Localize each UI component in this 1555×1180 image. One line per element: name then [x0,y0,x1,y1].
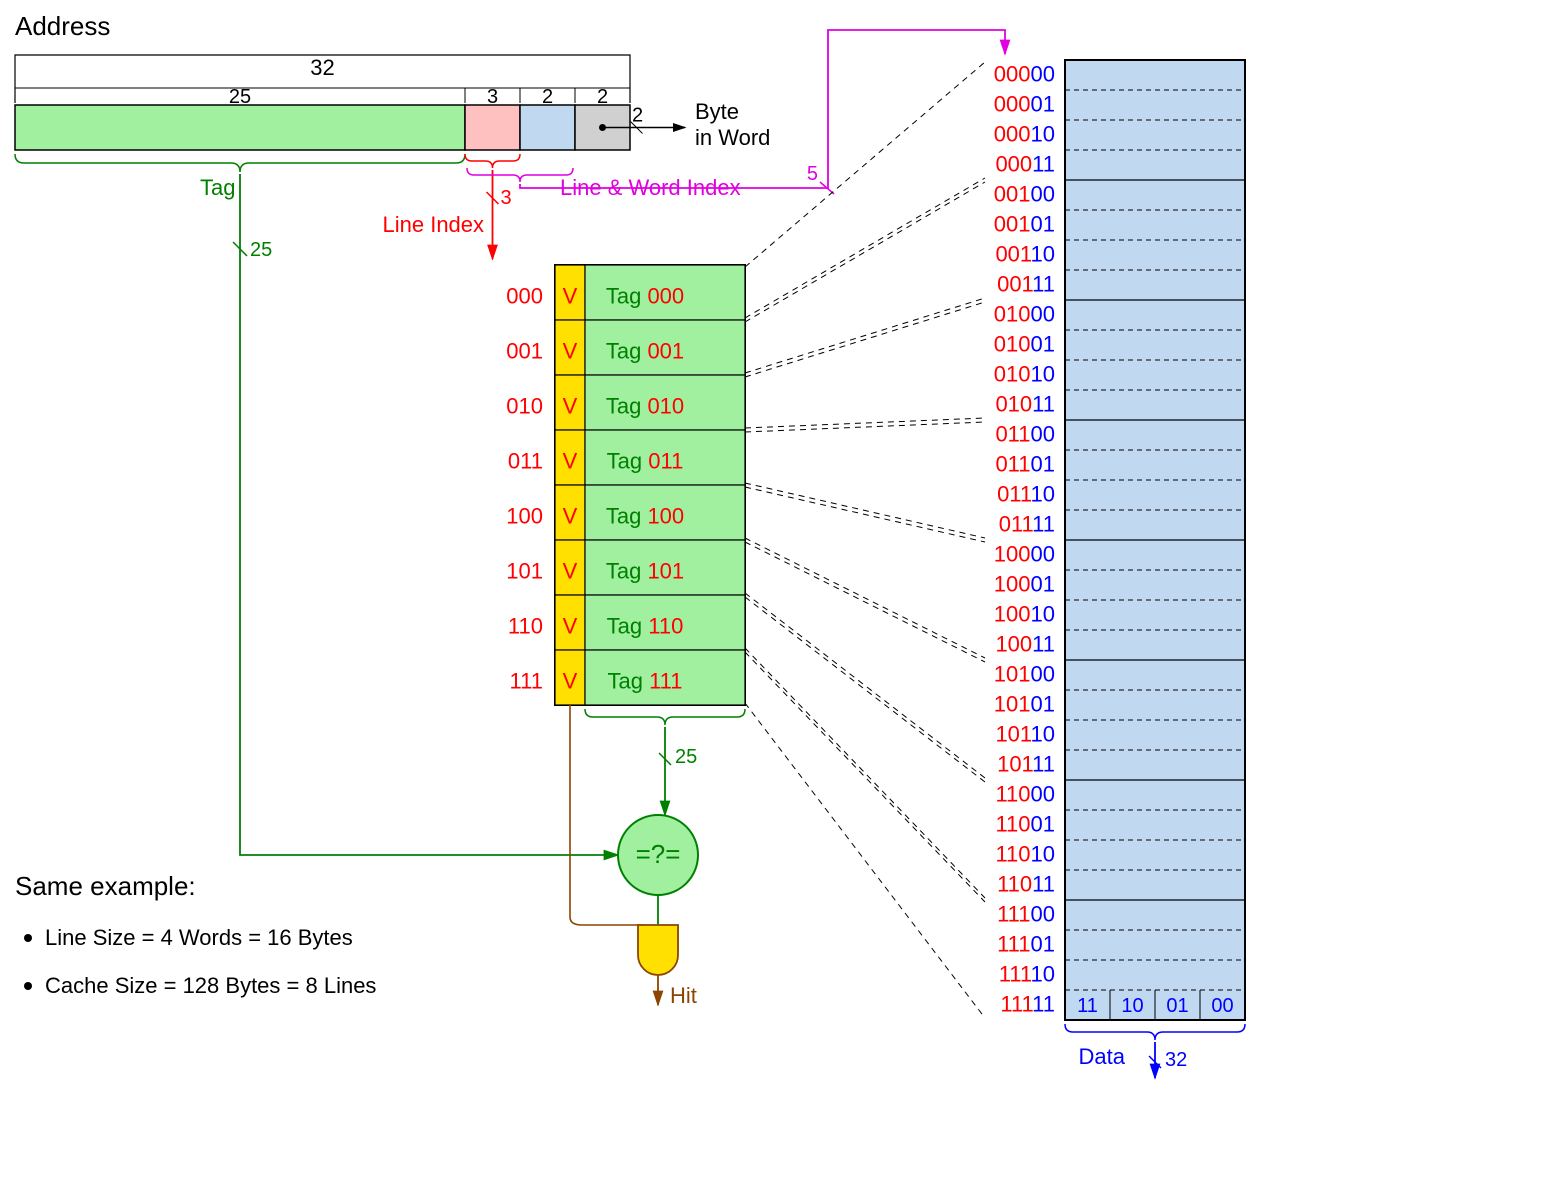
svg-text:10001: 10001 [994,572,1055,597]
svg-text:2: 2 [542,86,553,108]
svg-text:01101: 01101 [995,452,1055,477]
svg-text:10010: 10010 [994,602,1055,627]
svg-text:00000: 00000 [994,62,1055,87]
svg-text:00011: 00011 [995,152,1055,177]
svg-text:25: 25 [250,239,272,261]
svg-text:101: 101 [506,559,543,584]
svg-text:11: 11 [1077,995,1098,1017]
svg-text:01: 01 [1166,995,1188,1017]
svg-text:Address: Address [15,11,110,41]
svg-text:10: 10 [1121,995,1143,1017]
svg-text:in Word: in Word [695,125,770,150]
svg-text:00110: 00110 [995,242,1055,267]
svg-text:Line Size = 4 Words = 16 Bytes: Line Size = 4 Words = 16 Bytes [45,925,353,950]
svg-text:2: 2 [632,105,643,127]
svg-text:Hit: Hit [670,983,697,1008]
svg-text:3: 3 [501,187,512,209]
svg-text:V: V [563,504,578,529]
svg-text:100: 100 [506,504,543,529]
svg-text:Tag 010: Tag 010 [606,394,684,419]
svg-text:11100: 11100 [997,902,1055,927]
svg-text:11001: 11001 [995,812,1055,837]
svg-text:10111: 10111 [997,752,1055,777]
svg-text:Tag 011: Tag 011 [607,449,684,474]
svg-text:10000: 10000 [994,542,1055,567]
svg-text:10011: 10011 [995,632,1055,657]
svg-text:Line Index: Line Index [383,212,485,237]
svg-text:Tag 000: Tag 000 [606,284,684,309]
svg-text:Tag 100: Tag 100 [606,504,684,529]
svg-text:V: V [563,559,578,584]
svg-text:Tag 101: Tag 101 [606,559,684,584]
svg-text:01010: 01010 [994,362,1055,387]
svg-text:Byte: Byte [695,99,739,124]
svg-text:00100: 00100 [994,182,1055,207]
svg-text:V: V [563,339,578,364]
svg-text:01000: 01000 [994,302,1055,327]
svg-text:3: 3 [487,86,498,108]
svg-text:11000: 11000 [995,782,1055,807]
svg-text:111: 111 [510,669,543,694]
svg-text:001: 001 [506,339,543,364]
svg-text:00001: 00001 [994,92,1055,117]
svg-text:011: 011 [508,449,543,474]
svg-text:01100: 01100 [995,422,1055,447]
svg-text:Tag 110: Tag 110 [607,614,684,639]
svg-text:00111: 00111 [997,272,1055,297]
svg-text:Data: Data [1079,1044,1126,1069]
svg-text:5: 5 [807,163,818,185]
svg-text:Tag 111: Tag 111 [607,669,682,694]
svg-text:010: 010 [506,394,543,419]
svg-text:00010: 00010 [994,122,1055,147]
svg-text:25: 25 [229,86,251,108]
svg-text:00: 00 [1211,995,1233,1017]
svg-text:11011: 11011 [997,872,1055,897]
svg-text:32: 32 [310,55,334,80]
svg-text:Same example:: Same example: [15,871,196,901]
svg-text:=?=: =?= [636,839,681,869]
svg-text:00101: 00101 [994,212,1055,237]
svg-text:10101: 10101 [994,692,1055,717]
svg-text:V: V [563,669,578,694]
svg-text:32: 32 [1165,1049,1187,1071]
svg-text:V: V [563,394,578,419]
svg-text:01111: 01111 [999,512,1055,537]
svg-text:11110: 11110 [999,962,1055,987]
svg-text:01011: 01011 [995,392,1055,417]
svg-text:25: 25 [675,746,697,768]
svg-text:2: 2 [597,86,608,108]
svg-text:10100: 10100 [994,662,1055,687]
cache-diagram: Address32253222Bytein WordTag253Line Ind… [0,0,1555,1180]
svg-text:000: 000 [506,284,543,309]
svg-text:01110: 01110 [997,482,1055,507]
svg-text:01001: 01001 [994,332,1055,357]
svg-text:11101: 11101 [997,932,1055,957]
svg-text:Tag: Tag [200,175,235,200]
svg-text:Cache Size = 128 Bytes = 8 Lin: Cache Size = 128 Bytes = 8 Lines [45,973,376,998]
svg-text:10110: 10110 [995,722,1055,747]
svg-text:Tag 001: Tag 001 [606,339,684,364]
svg-text:V: V [563,449,578,474]
svg-text:V: V [563,614,578,639]
svg-text:V: V [563,284,578,309]
svg-text:11111: 11111 [1000,992,1055,1017]
svg-text:11010: 11010 [995,842,1055,867]
svg-text:110: 110 [508,614,543,639]
